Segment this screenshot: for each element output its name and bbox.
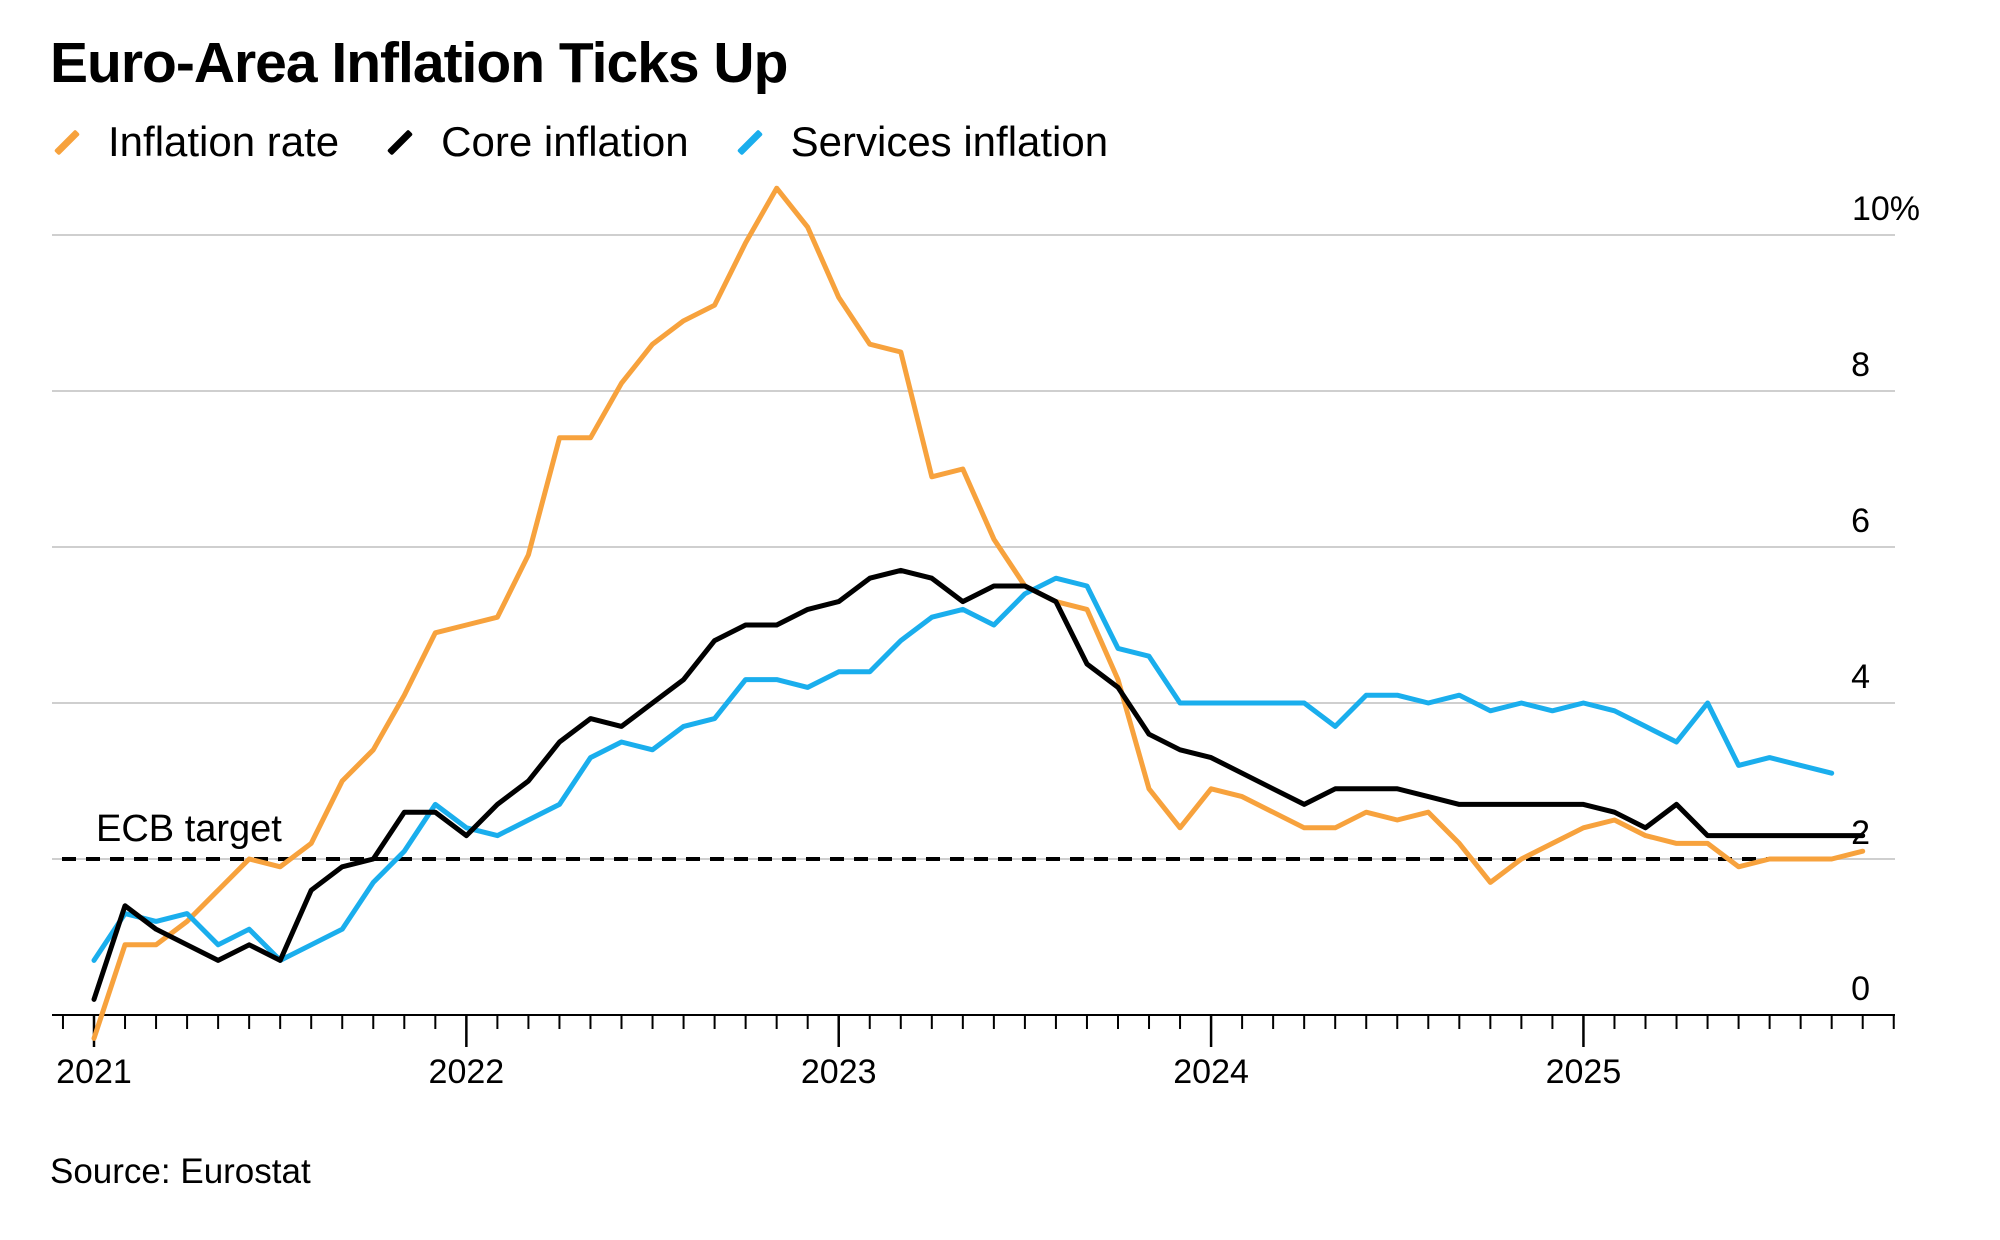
legend: Inflation rate Core inflation Services i… [52,112,1154,172]
ecb-target: ECB target [62,808,1830,861]
legend-item-services-inflation: Services inflation [735,112,1108,172]
y-tick-label: 6 [1851,502,1870,540]
y-tick-label: 8 [1851,346,1870,384]
chart-title: Euro-Area Inflation Ticks Up [50,31,788,95]
series-line-inflation-rate [91,185,1866,1041]
series-lines [91,185,1866,1041]
y-tick-label: 4 [1851,658,1870,696]
legend-label: Core inflation [441,118,689,165]
x-tick-label: 2024 [1173,1053,1249,1091]
legend-label: Inflation rate [108,118,340,165]
series-line-services-inflation [91,575,1835,963]
x-tick-label: 2023 [801,1053,877,1091]
y-axis: 0 2 4 6 8 10% [1851,190,1920,1008]
ecb-target-label: ECB target [96,808,282,850]
legend-item-inflation-rate: Inflation rate [52,112,339,172]
y-tick-label: 10% [1852,190,1920,228]
source-note: Source: Eurostat [50,1152,311,1191]
x-tick-label: 2022 [429,1053,505,1091]
x-tick-label: 2025 [1546,1053,1622,1091]
legend-item-core-inflation: Core inflation [385,112,689,172]
y-tick-label: 0 [1851,970,1870,1008]
legend-label: Services inflation [790,118,1109,165]
y-tick-label: 2 [1851,814,1870,852]
series-line-core-inflation [91,567,1866,1002]
x-axis: 2021 2022 2023 2024 2025 [52,1014,1895,1091]
grid [52,234,1895,860]
x-tick-label: 2021 [56,1053,132,1091]
